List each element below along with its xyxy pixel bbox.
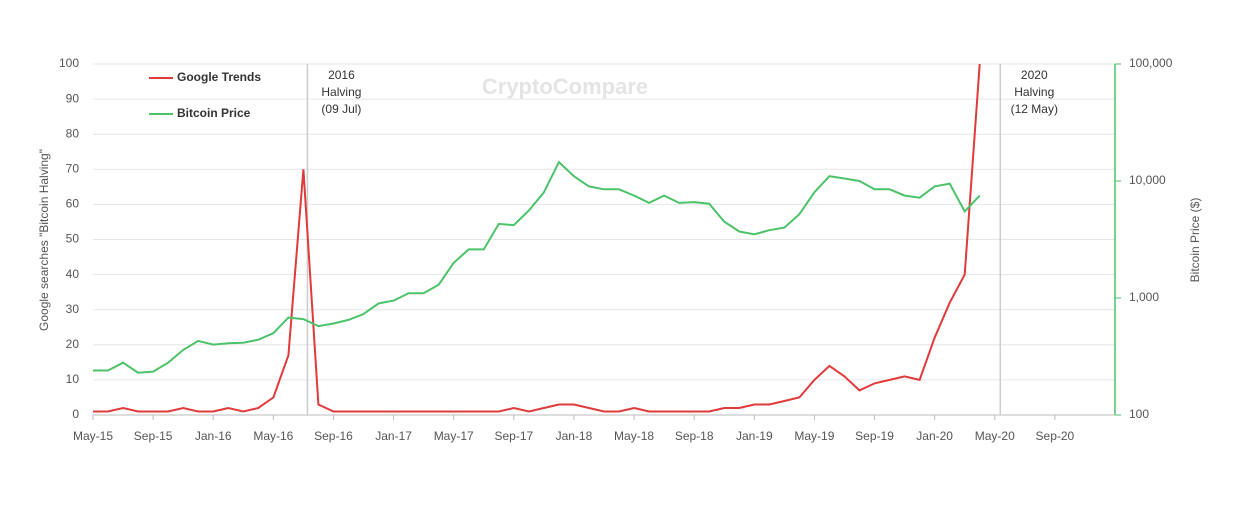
annotation: Halving	[321, 85, 361, 99]
x-tick-label: Sep-20	[1036, 429, 1075, 443]
x-tick-label: May-16	[253, 429, 293, 443]
y2-tick-label: 1,000	[1129, 290, 1159, 304]
x-tick-label: Sep-16	[314, 429, 353, 443]
y-axis-title: Google searches "Bitcoin Halving"	[37, 149, 51, 331]
y-tick-label: 40	[66, 267, 80, 281]
x-tick-label: Jan-20	[916, 429, 953, 443]
watermark: CryptoCompare	[482, 74, 648, 99]
series-line	[93, 63, 981, 413]
y-tick-label: 20	[66, 337, 80, 351]
legend-label: Google Trends	[177, 70, 261, 84]
y2-axis-title: Bitcoin Price ($)	[1188, 198, 1202, 283]
annotation: Halving	[1014, 85, 1054, 99]
series-line	[93, 160, 981, 374]
x-tick-label: May-18	[614, 429, 654, 443]
y-tick-label: 0	[72, 407, 79, 421]
y2-tick-label: 10,000	[1129, 173, 1166, 187]
x-tick-label: May-20	[975, 429, 1015, 443]
y-tick-label: 100	[59, 56, 79, 70]
annotation: (09 Jul)	[321, 102, 361, 116]
x-tick-label: Sep-19	[855, 429, 894, 443]
annotation: 2020	[1021, 68, 1048, 82]
y2-tick-label: 100,000	[1129, 56, 1173, 70]
x-tick-label: Sep-18	[675, 429, 714, 443]
y-tick-label: 10	[66, 372, 80, 386]
x-tick-label: May-19	[794, 429, 834, 443]
x-tick-label: May-17	[434, 429, 474, 443]
y-tick-label: 50	[66, 232, 80, 246]
x-tick-label: Sep-15	[134, 429, 173, 443]
x-tick-label: Jan-18	[556, 429, 593, 443]
legend-label: Bitcoin Price	[177, 106, 251, 120]
annotation: 2016	[328, 68, 355, 82]
x-tick-label: Jan-16	[195, 429, 232, 443]
y2-tick-label: 100	[1129, 407, 1149, 421]
y-tick-label: 80	[66, 126, 80, 140]
y-tick-label: 30	[66, 302, 80, 316]
y-tick-label: 70	[66, 161, 80, 175]
x-tick-label: Jan-19	[736, 429, 773, 443]
x-tick-label: Jan-17	[375, 429, 412, 443]
y-tick-label: 90	[66, 91, 80, 105]
x-tick-label: Sep-17	[494, 429, 533, 443]
annotation: (12 May)	[1011, 102, 1058, 116]
x-tick-label: May-15	[73, 429, 113, 443]
y-tick-label: 60	[66, 197, 80, 211]
